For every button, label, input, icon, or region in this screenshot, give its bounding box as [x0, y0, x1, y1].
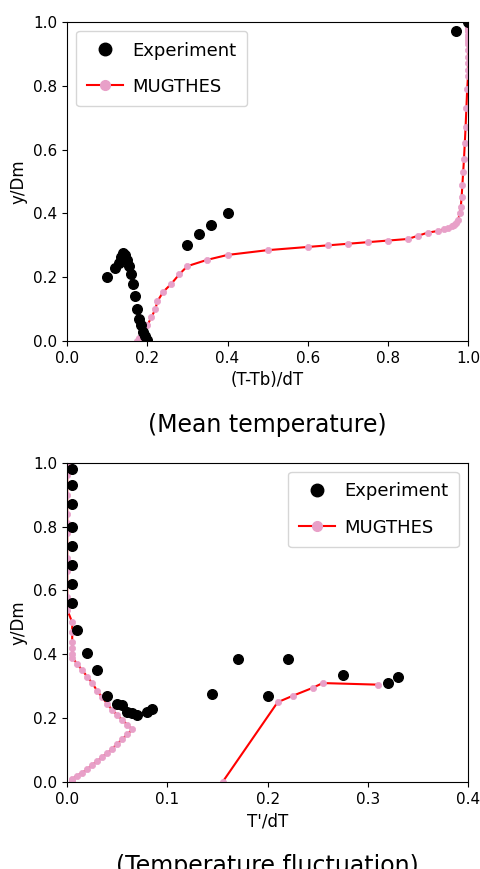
Point	[144, 333, 151, 347]
Point	[142, 329, 149, 343]
Point	[68, 596, 76, 610]
Point	[129, 706, 136, 720]
Point	[464, 15, 472, 29]
Point	[111, 261, 119, 275]
Point	[123, 705, 131, 719]
Point	[118, 249, 125, 263]
Point	[384, 676, 392, 690]
Point	[208, 217, 216, 231]
Point	[196, 227, 204, 241]
Legend: Experiment, MUGTHES: Experiment, MUGTHES	[288, 472, 459, 547]
Point	[104, 689, 111, 703]
Point	[68, 558, 76, 572]
Point	[68, 478, 76, 492]
Legend: Experiment, MUGTHES: Experiment, MUGTHES	[76, 30, 247, 107]
Point	[128, 267, 135, 281]
Point	[73, 623, 81, 637]
Point	[135, 312, 143, 326]
Point	[125, 259, 133, 273]
Point	[234, 652, 241, 666]
Point	[148, 701, 156, 715]
X-axis label: T'/dT: T'/dT	[247, 813, 288, 831]
Point	[68, 462, 76, 476]
Point	[116, 256, 123, 270]
Text: (Mean temperature): (Mean temperature)	[148, 414, 387, 437]
Point	[137, 318, 145, 332]
Point	[183, 238, 191, 252]
Point	[144, 705, 151, 719]
Point	[68, 539, 76, 553]
Point	[394, 670, 402, 684]
Point	[120, 247, 127, 261]
Y-axis label: y/Dm: y/Dm	[10, 600, 28, 645]
Point	[264, 689, 272, 703]
Point	[113, 697, 121, 711]
Point	[339, 668, 347, 682]
Text: (Temperature fluctuation): (Temperature fluctuation)	[116, 854, 419, 869]
Point	[121, 248, 129, 262]
Point	[130, 276, 137, 290]
Point	[68, 520, 76, 534]
Point	[133, 302, 141, 316]
Y-axis label: y/Dm: y/Dm	[10, 159, 28, 203]
Point	[133, 708, 141, 722]
Point	[140, 325, 147, 339]
Point	[119, 699, 126, 713]
Point	[284, 652, 291, 666]
Point	[68, 497, 76, 511]
Point	[123, 253, 131, 267]
Point	[104, 270, 111, 284]
Point	[452, 24, 460, 38]
Point	[68, 577, 76, 591]
Point	[209, 687, 216, 701]
Point	[94, 663, 101, 677]
Point	[132, 289, 139, 303]
Point	[224, 207, 231, 221]
X-axis label: (T-Tb)/dT: (T-Tb)/dT	[231, 371, 304, 389]
Point	[84, 646, 91, 660]
